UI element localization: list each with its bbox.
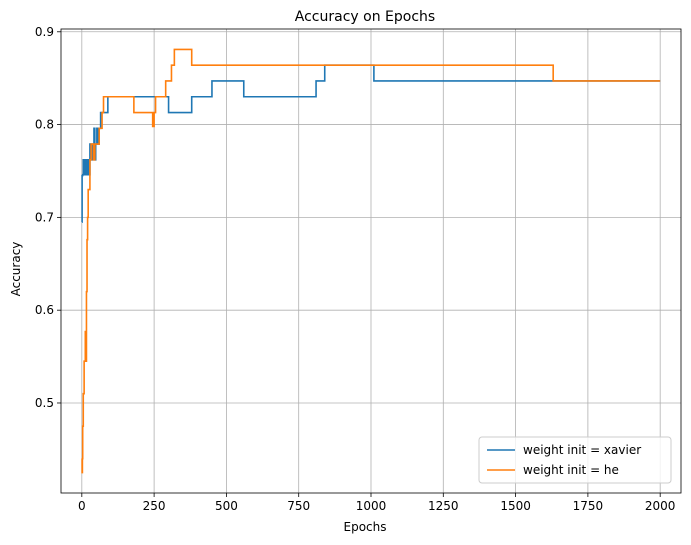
- x-tick-label: 500: [215, 499, 238, 513]
- x-tick-label: 1000: [356, 499, 387, 513]
- legend: weight init = xavier weight init = he: [478, 436, 672, 484]
- x-tick-label: 250: [143, 499, 166, 513]
- x-tick-label: 1750: [573, 499, 604, 513]
- x-axis-label: Epochs: [344, 520, 387, 534]
- x-axis-ticks: 0 250 500 750 1000 1250 1500 1750 2000: [78, 493, 675, 513]
- legend-box: [478, 436, 672, 484]
- y-tick-label: 0.7: [35, 210, 54, 224]
- y-axis-ticks: 0.5 0.6 0.7 0.8 0.9: [35, 25, 61, 410]
- y-axis-label: Accuracy: [9, 242, 23, 297]
- y-tick-label: 0.5: [35, 396, 54, 410]
- y-tick-label: 0.9: [35, 25, 54, 39]
- x-tick-label: 2000: [645, 499, 676, 513]
- y-tick-label: 0.8: [35, 118, 54, 132]
- legend-label: weight init = he: [523, 463, 619, 477]
- series-lines: [81, 48, 661, 474]
- legend-label: weight init = xavier: [523, 443, 641, 457]
- x-tick-label: 1500: [500, 499, 531, 513]
- chart-title: Accuracy on Epochs: [295, 9, 435, 25]
- x-tick-label: 1250: [428, 499, 459, 513]
- x-tick-label: 750: [287, 499, 310, 513]
- x-tick-label: 0: [78, 499, 86, 513]
- y-tick-label: 0.6: [35, 303, 54, 317]
- grid: [61, 29, 681, 493]
- series-line-2: [81, 48, 661, 474]
- series-line-1: [81, 64, 661, 223]
